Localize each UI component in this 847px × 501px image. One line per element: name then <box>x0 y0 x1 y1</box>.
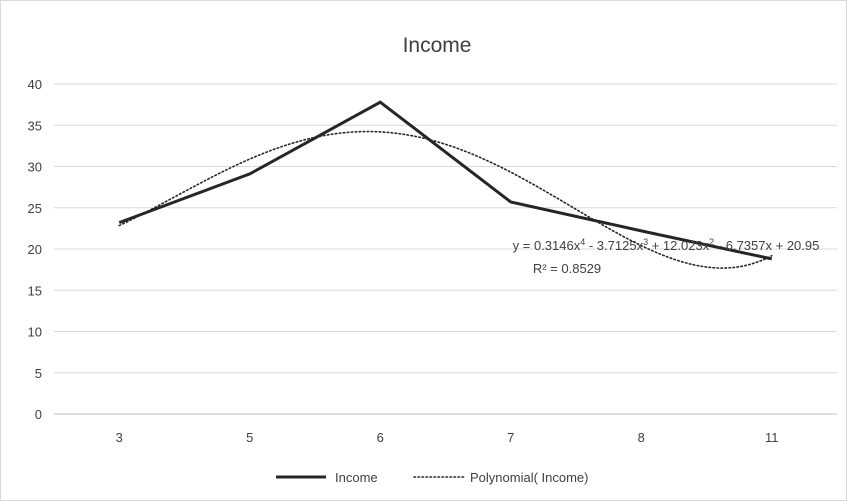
series-layer <box>118 100 773 269</box>
trendline-equation-text: y = 0.3146x4 - 3.7125x3 + 12.023x2 - 6.7… <box>513 237 820 253</box>
y-tick-label: 25 <box>28 201 42 216</box>
polynomial-trendline <box>118 130 773 269</box>
y-tick-label: 20 <box>28 242 42 257</box>
x-tick-label: 7 <box>507 430 514 445</box>
y-tick-label: 0 <box>35 407 42 422</box>
chart-title: Income <box>403 34 472 57</box>
y-tick-label: 10 <box>28 325 42 340</box>
x-axis-tick-labels: 3 5 6 7 8 11 <box>116 430 779 445</box>
y-tick-label: 30 <box>28 160 42 175</box>
y-tick-label: 15 <box>28 283 42 298</box>
legend-income-label: Income <box>335 470 378 485</box>
x-tick-label: 6 <box>377 430 384 445</box>
y-axis-tick-labels: 0 5 10 15 20 25 30 35 40 <box>28 77 42 422</box>
legend-polynomial-label: Polynomial( Income) <box>470 470 589 485</box>
x-tick-label: 5 <box>246 430 253 445</box>
x-tick-label: 3 <box>116 430 123 445</box>
trendline-equation: y = 0.3146x4 - 3.7125x3 + 12.023x2 - 6.7… <box>513 237 820 276</box>
income-series-line <box>118 100 773 261</box>
y-tick-label: 40 <box>28 77 42 92</box>
legend: Income Polynomial( Income) <box>276 470 589 485</box>
x-tick-label: 8 <box>638 430 645 445</box>
grid-lines <box>54 83 837 415</box>
y-tick-label: 5 <box>35 366 42 381</box>
y-tick-label: 35 <box>28 118 42 133</box>
trendline-r-squared: R² = 0.8529 <box>533 261 601 276</box>
x-tick-label: 11 <box>765 430 779 445</box>
